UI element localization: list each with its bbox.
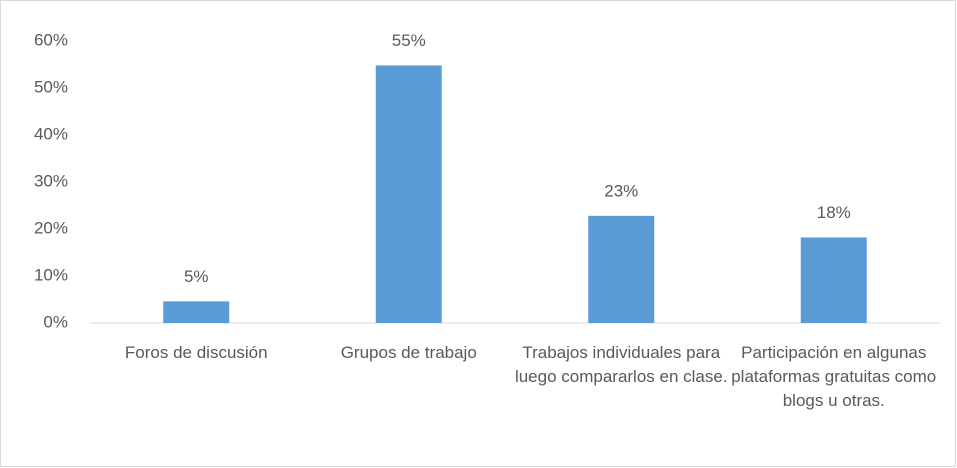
y-tick-label: 60% <box>34 30 68 49</box>
data-label: 55% <box>392 31 426 50</box>
y-tick-label: 0% <box>43 312 68 331</box>
y-tick-label: 30% <box>34 171 68 190</box>
x-tick-label-box: Trabajos individuales para luego compara… <box>514 343 728 386</box>
data-label: 18% <box>817 203 851 222</box>
x-tick-label: Grupos de trabajo <box>340 343 477 362</box>
data-label: 23% <box>604 181 638 200</box>
y-tick-label: 10% <box>34 265 68 284</box>
bar <box>163 301 230 323</box>
y-tick-label: 40% <box>34 124 68 143</box>
x-tick-label-box: Grupos de trabajo <box>340 343 477 362</box>
y-tick-label: 20% <box>34 218 68 237</box>
x-tick-label: Foros de discusión <box>124 343 268 362</box>
data-label: 5% <box>184 267 209 286</box>
x-tick-label: Participación en algunas plataformas gra… <box>731 343 937 410</box>
bar <box>800 237 867 323</box>
bar <box>375 65 442 323</box>
x-tick-label-box: Foros de discusión <box>124 343 268 362</box>
y-tick-label: 50% <box>34 77 68 96</box>
bar <box>588 215 655 323</box>
x-tick-label-box: Participación en algunas plataformas gra… <box>731 343 937 410</box>
x-tick-label: Trabajos individuales para luego compara… <box>514 343 728 386</box>
